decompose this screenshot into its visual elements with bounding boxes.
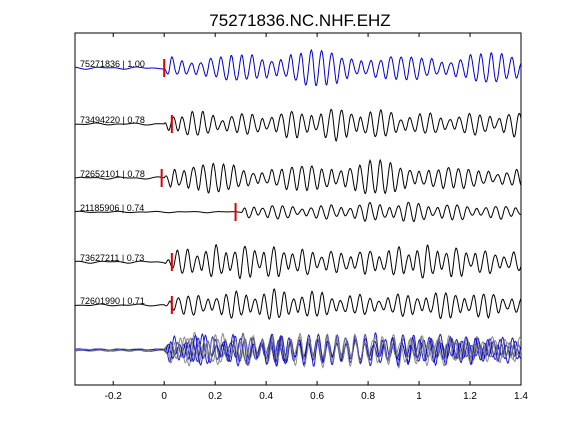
trace-line-4 (74, 201, 522, 223)
chart-title: 75271836.NC.NHF.EHZ (209, 11, 390, 30)
x-tick-label-4: 0.6 (310, 391, 324, 402)
trace-line-5 (74, 244, 522, 280)
trace-label-4: 21185906 | 0.74 (80, 203, 144, 213)
x-tick-label-6: 1 (416, 391, 422, 402)
trace-label-2: 73494220 | 0.78 (80, 115, 145, 125)
trace-label-5: 73627211 | 0.73 (80, 253, 144, 263)
x-tick-label-8: 1.4 (514, 391, 528, 402)
trace-line-1 (74, 48, 522, 86)
trace-line-6 (75, 288, 522, 320)
x-tick-label-7: 1.2 (463, 391, 477, 402)
overlay-line-6 (74, 332, 522, 369)
plot-frame (74, 32, 522, 386)
x-tick-label-5: 0.8 (361, 391, 375, 402)
overlay-line-4 (74, 332, 522, 368)
x-tick-label-2: 0.2 (208, 391, 222, 402)
overlay-stack (74, 331, 522, 370)
pick-markers (160, 59, 237, 314)
x-tick-label-3: 0.4 (259, 391, 273, 402)
trace-line-2 (74, 108, 522, 142)
x-axis: -0.2 0 0.2 0.4 0.6 0.8 1 1.2 1.4 (105, 33, 528, 402)
trace-line-3 (74, 158, 522, 195)
traces-layer (74, 48, 522, 320)
trace-label-6: 72601990 | 0.71 (80, 296, 145, 306)
trace-label-3: 72652101 | 0.78 (80, 169, 145, 179)
x-tick-label-1: 0 (161, 391, 167, 402)
x-tick-label-0: -0.2 (105, 391, 123, 402)
trace-labels: 75271836 | 1.00 73494220 | 0.78 72652101 |… (80, 59, 145, 306)
trace-label-1: 75271836 | 1.00 (80, 59, 145, 69)
